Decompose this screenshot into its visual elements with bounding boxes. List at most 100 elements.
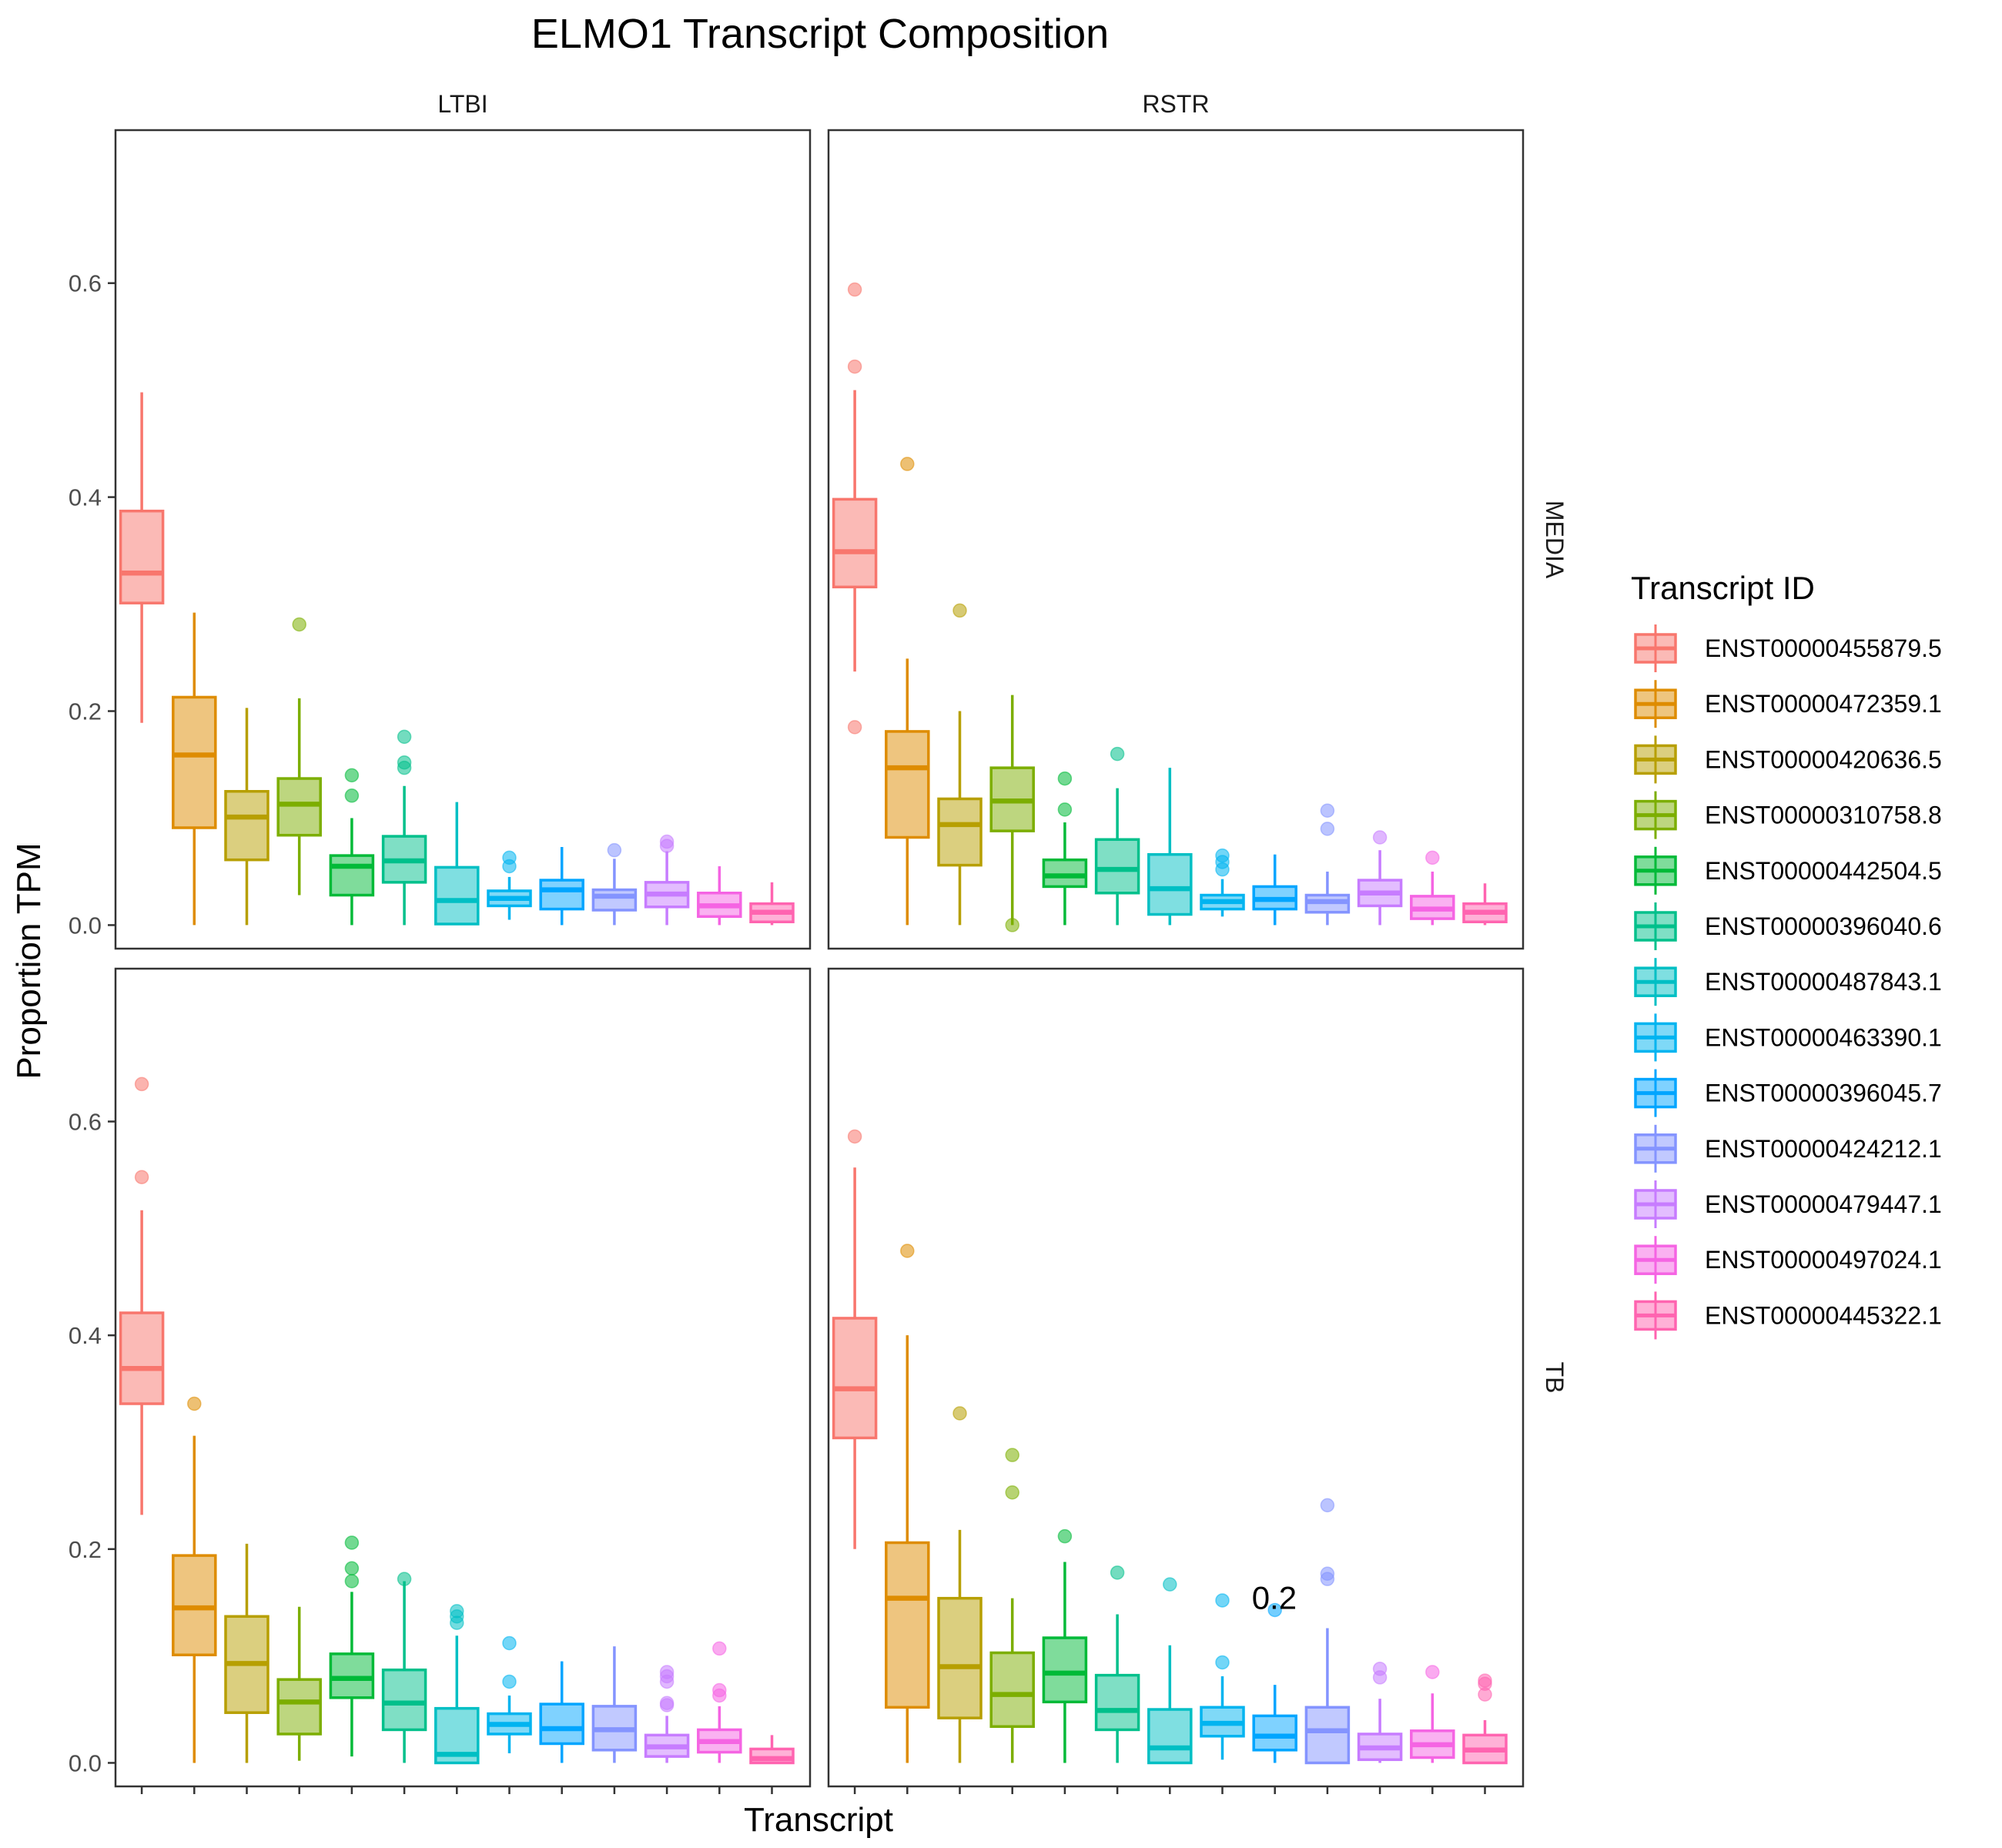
box-iqr	[1042, 1636, 1088, 1704]
legend-label: ENST00000396040.6	[1705, 912, 1942, 940]
outlier-point	[1057, 802, 1073, 817]
outlier-point	[344, 768, 360, 783]
facet-strip-row: MEDIA	[1541, 500, 1568, 579]
box-ENST00000442504.5	[1042, 1528, 1088, 1763]
legend-label: ENST00000472359.1	[1705, 690, 1942, 718]
box-ENST00000472359.1	[172, 1396, 217, 1763]
legend-item: ENST00000442504.5	[1634, 846, 1942, 895]
y-tick-label: 0.4	[69, 1322, 102, 1349]
box-iqr	[224, 789, 270, 862]
outlier-point	[1425, 1665, 1440, 1679]
outlier-point	[292, 617, 306, 632]
outlier-point	[1478, 1687, 1492, 1702]
outlier-point	[1110, 746, 1125, 762]
legend-item: ENST00000472359.1	[1634, 680, 1942, 728]
box-iqr	[832, 1317, 878, 1440]
box-ENST00000310758.8	[989, 695, 1035, 932]
box-iqr	[276, 777, 322, 837]
box-ENST00000442504.5	[329, 768, 375, 926]
box-iqr	[937, 1596, 983, 1719]
legend: ENST00000455879.5 ENST00000472359.1 ENST00…	[1634, 624, 1942, 1340]
box-iqr	[119, 509, 165, 604]
legend-title: Transcript ID	[1631, 570, 1815, 606]
box-ENST00000487843.1	[434, 1604, 480, 1765]
box-iqr	[1042, 858, 1088, 889]
box-ENST00000445322.1	[1462, 1673, 1508, 1765]
facet-strip-row: TB	[1541, 1362, 1568, 1394]
box-ENST00000497024.1	[1410, 1665, 1455, 1763]
outlier-point	[502, 1635, 517, 1651]
outlier-point	[502, 1674, 517, 1689]
panel-border	[827, 967, 1525, 1788]
box-iqr	[1252, 1714, 1297, 1752]
legend-label: ENST00000442504.5	[1705, 857, 1942, 885]
y-tick-label: 0.0	[69, 1749, 102, 1776]
box-iqr	[329, 854, 375, 897]
legend-item: ENST00000445322.1	[1634, 1291, 1942, 1340]
outlier-point	[659, 839, 675, 853]
outlier-point	[952, 603, 967, 618]
outlier-point	[1215, 1655, 1230, 1670]
legend-label: ENST00000310758.8	[1705, 802, 1942, 829]
box-ENST00000396040.6	[381, 729, 427, 926]
box-iqr	[539, 1702, 584, 1746]
box-ENST00000487843.1	[1147, 768, 1193, 926]
facet-panels: LTBI 0.0 0.2 0.4 0.6 RSTR MEDIA 0.0 0.2 0.4 0.6 0.2…	[69, 90, 1568, 1794]
box-ENST00000455879.5	[832, 282, 878, 735]
box-ENST00000396040.6	[1094, 746, 1140, 926]
box-ENST00000472359.1	[885, 457, 930, 926]
box-ENST00000472359.1	[885, 1244, 930, 1763]
outlier-point	[502, 859, 517, 874]
legend-item: ENST00000396045.7	[1634, 1069, 1942, 1117]
outlier-point	[344, 788, 360, 803]
box-ENST00000424212.1	[1304, 803, 1351, 926]
y-tick-label: 0.0	[69, 912, 102, 939]
outlier-point	[397, 729, 412, 745]
legend-label: ENST00000396045.7	[1705, 1080, 1942, 1107]
box-iqr	[539, 879, 584, 911]
outlier-point	[712, 1688, 727, 1703]
outlier-point	[1267, 1602, 1282, 1618]
outlier-point	[712, 1641, 727, 1656]
box-iqr	[885, 1541, 930, 1709]
legend-item: ENST00000479447.1	[1634, 1180, 1942, 1228]
box-ENST00000420636.5	[937, 1406, 983, 1763]
outlier-point	[900, 457, 915, 471]
facet-panel-ltbi-tb: 0.0 0.2 0.4 0.6	[69, 967, 812, 1794]
outlier-point	[1057, 771, 1073, 786]
y-tick-label: 0.6	[69, 1109, 102, 1136]
legend-label: ENST00000479447.1	[1705, 1190, 1942, 1218]
outlier-point	[1372, 830, 1388, 845]
outlier-point	[847, 1129, 862, 1144]
outlier-point	[1320, 1498, 1335, 1513]
box-ENST00000479447.1	[644, 1665, 690, 1763]
y-tick-label: 0.4	[69, 484, 102, 511]
facet-strip-column: LTBI	[437, 90, 487, 118]
outlier-point	[1372, 1670, 1388, 1685]
panel-border	[114, 967, 812, 1788]
annotation-label: 0.2	[1252, 1579, 1297, 1615]
box-ENST00000310758.8	[276, 1606, 322, 1761]
box-iqr	[591, 888, 638, 912]
box-iqr	[832, 497, 878, 589]
y-axis-title: Proportion TPM	[10, 842, 48, 1079]
y-tick-label: 0.2	[69, 1536, 102, 1563]
box-ENST00000310758.8	[989, 1448, 1035, 1763]
panel-border	[114, 129, 812, 950]
box-iqr	[1094, 838, 1140, 895]
outlier-point	[952, 1406, 967, 1421]
chart-title: ELMO1 Transcript Composition	[531, 11, 1109, 57]
box-ENST00000497024.1	[697, 1641, 742, 1763]
legend-item: ENST00000497024.1	[1634, 1236, 1942, 1284]
box-iqr	[1147, 1708, 1193, 1765]
x-axis-title: Transcript	[744, 1801, 893, 1839]
outlier-point	[659, 1674, 675, 1689]
box-ENST00000396045.7	[539, 846, 584, 926]
outlier-point	[134, 1170, 149, 1184]
outlier-point	[134, 1076, 149, 1092]
box-ENST00000424212.1	[1304, 1498, 1351, 1765]
outlier-point	[847, 282, 862, 297]
outlier-point	[1215, 1593, 1230, 1608]
outlier-point	[450, 1615, 464, 1630]
facet-panel-rstr-tb: 0.2 TB	[827, 967, 1568, 1794]
